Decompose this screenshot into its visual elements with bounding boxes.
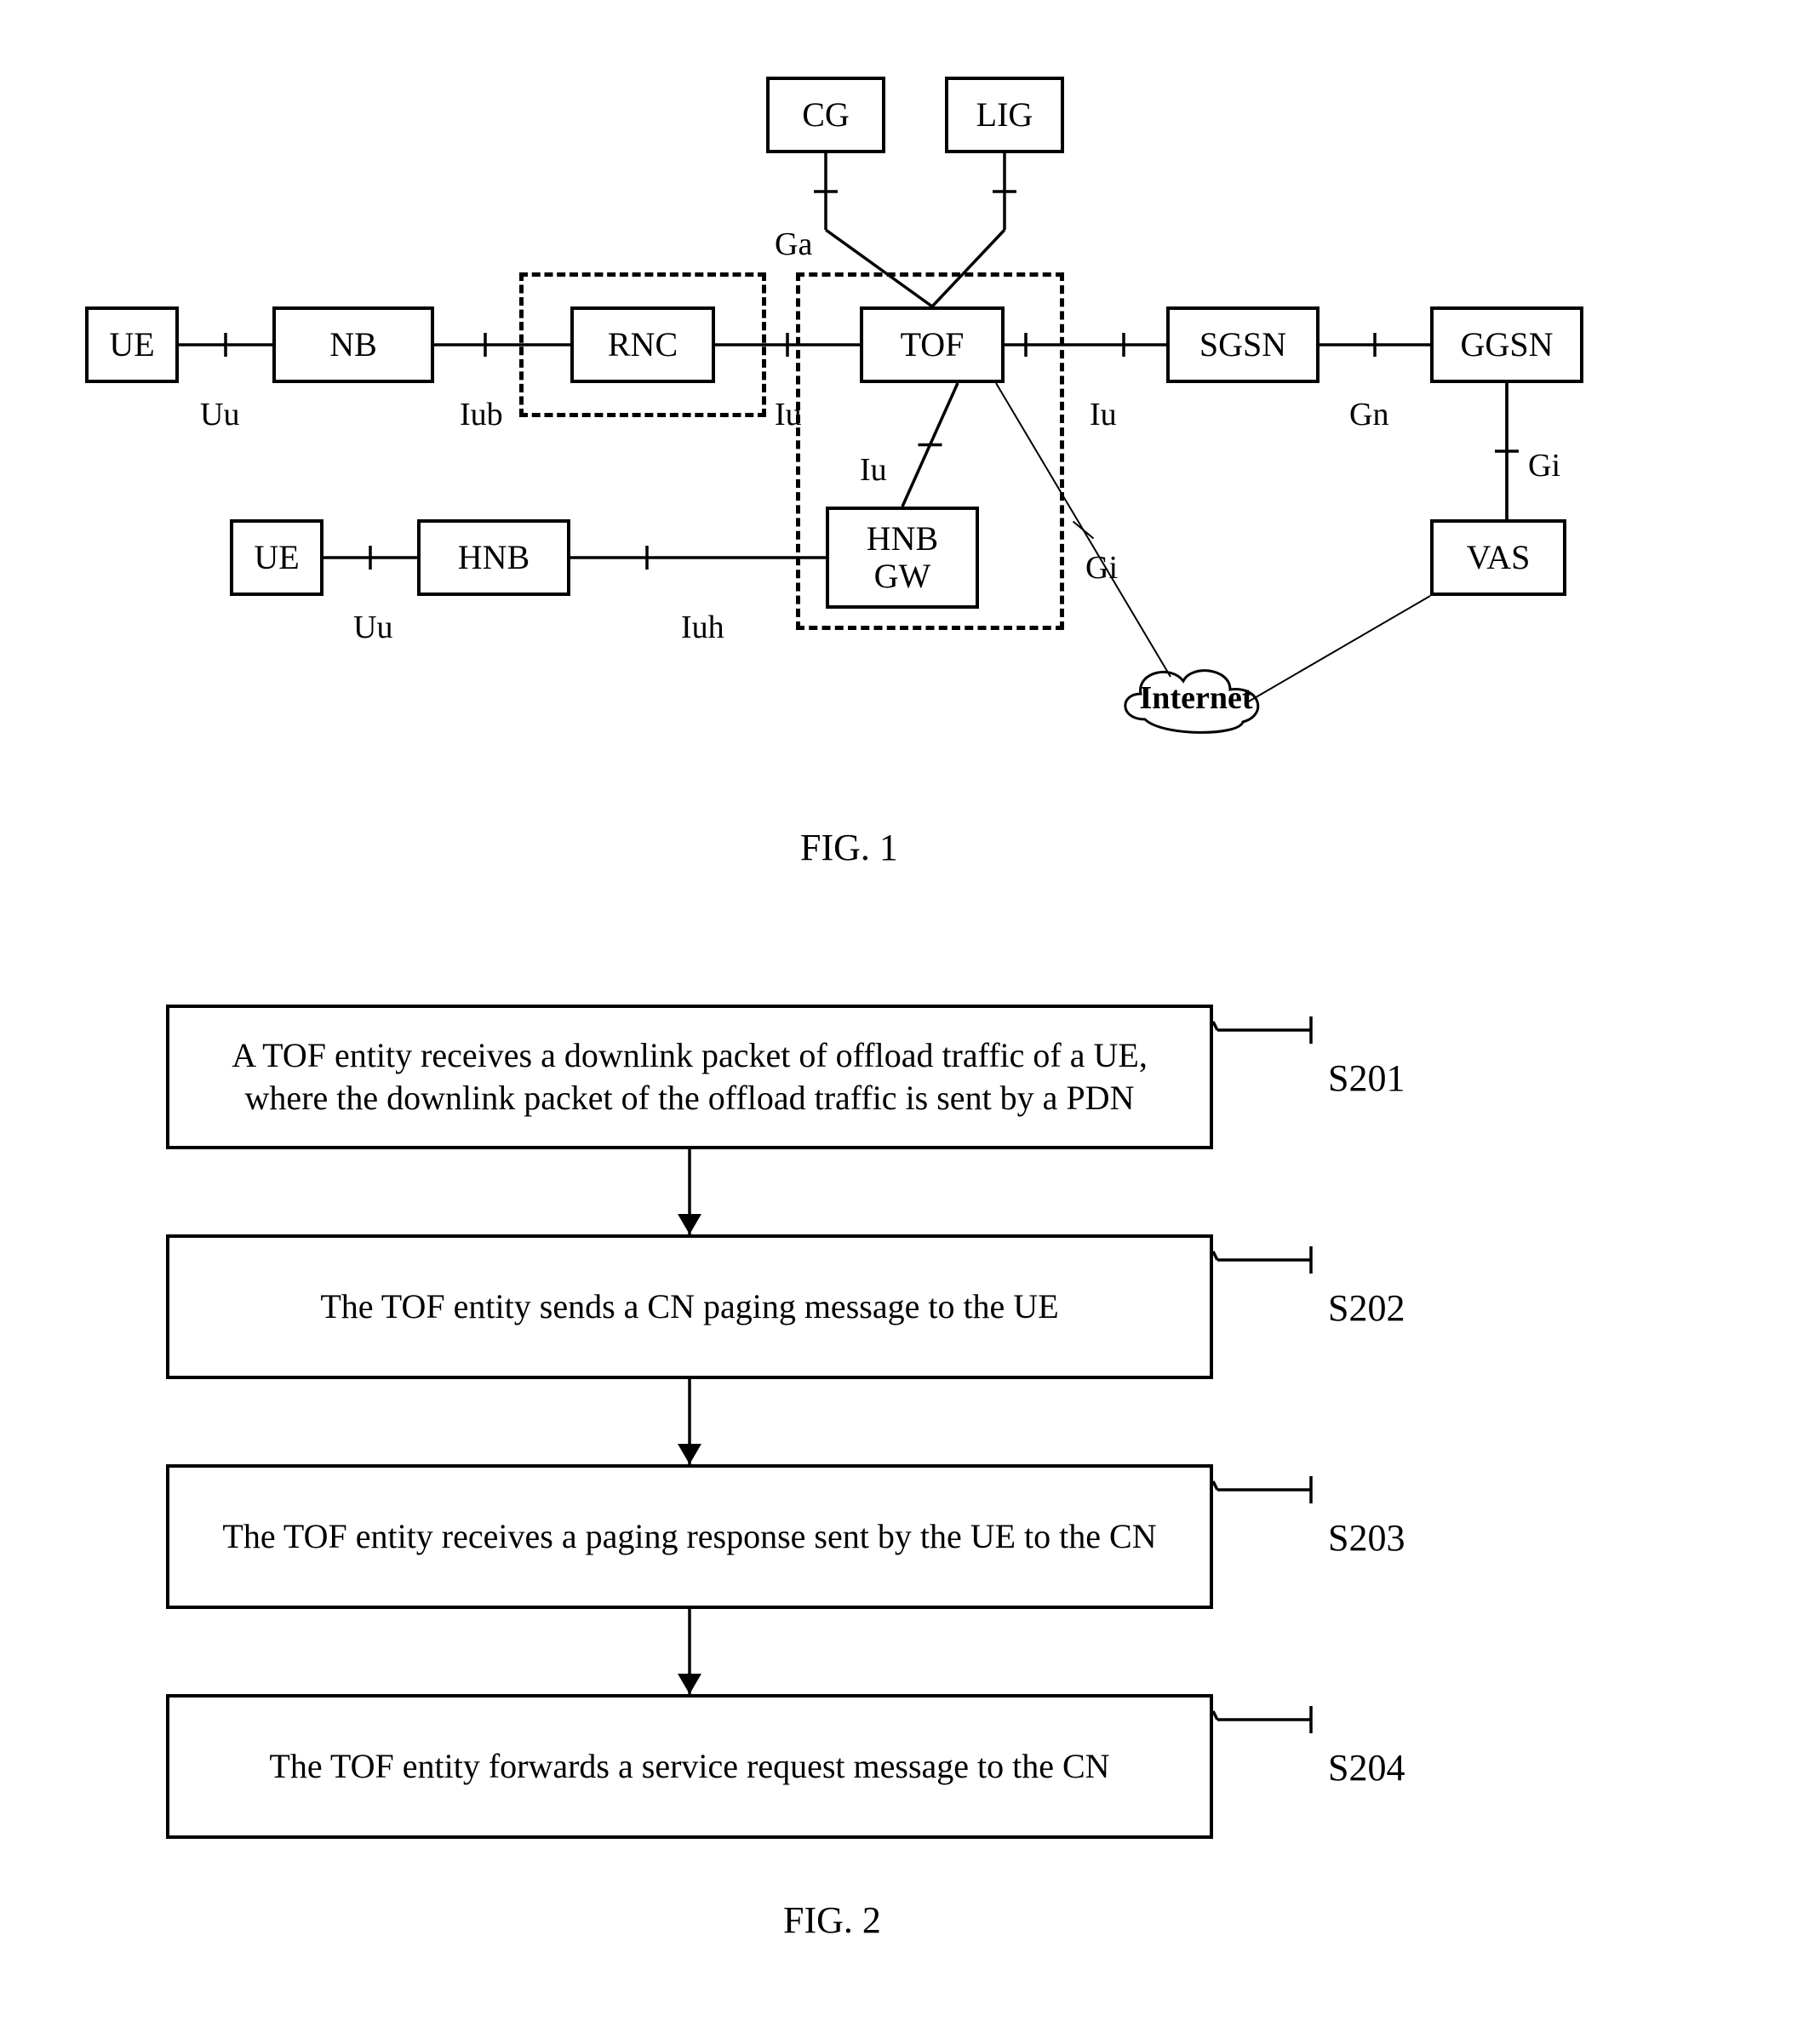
node-label: CG bbox=[802, 96, 850, 134]
node-hnb-gw: HNB GW bbox=[826, 507, 979, 609]
flow-step-3: The TOF entity receives a paging respons… bbox=[166, 1464, 1213, 1609]
step-id-3: S203 bbox=[1328, 1516, 1405, 1560]
if-gi-mid: Gi bbox=[1085, 549, 1118, 587]
if-iu-right: Iu bbox=[1090, 396, 1117, 433]
flow-text: The TOF entity forwards a service reques… bbox=[269, 1745, 1109, 1788]
flow-step-1: A TOF entity receives a downlink packet … bbox=[166, 1005, 1213, 1149]
node-internet: Internet bbox=[1111, 656, 1281, 741]
if-iu-mid: Iu bbox=[775, 396, 802, 433]
node-rnc: RNC bbox=[570, 306, 715, 383]
flow-text: A TOF entity receives a downlink packet … bbox=[195, 1034, 1184, 1119]
if-iuh: Iuh bbox=[681, 609, 724, 646]
node-vas: VAS bbox=[1430, 519, 1566, 596]
if-iu-vert: Iu bbox=[860, 451, 887, 489]
step-id-1: S201 bbox=[1328, 1056, 1405, 1100]
if-gi-top: Gi bbox=[1528, 447, 1560, 484]
node-label: HNB GW bbox=[867, 520, 938, 595]
node-label: LIG bbox=[976, 96, 1033, 134]
node-ue-2: UE bbox=[230, 519, 323, 596]
step-id-4: S204 bbox=[1328, 1746, 1405, 1789]
if-ga: Ga bbox=[775, 226, 812, 263]
flow-step-4: The TOF entity forwards a service reques… bbox=[166, 1694, 1213, 1839]
node-tof: TOF bbox=[860, 306, 1005, 383]
node-label: UE bbox=[109, 326, 154, 364]
if-uu-2: Uu bbox=[353, 609, 392, 646]
node-ggsn: GGSN bbox=[1430, 306, 1583, 383]
fig2-caption: FIG. 2 bbox=[783, 1898, 881, 1942]
node-nb: NB bbox=[272, 306, 434, 383]
node-label: HNB bbox=[458, 539, 530, 576]
fig1-caption: FIG. 1 bbox=[800, 826, 898, 869]
if-iub: Iub bbox=[460, 396, 503, 433]
if-uu-1: Uu bbox=[200, 396, 239, 433]
node-label: RNC bbox=[608, 326, 678, 364]
flow-text: The TOF entity receives a paging respons… bbox=[222, 1515, 1156, 1558]
if-gn: Gn bbox=[1349, 396, 1388, 433]
node-cg: CG bbox=[766, 77, 885, 153]
node-label: TOF bbox=[901, 326, 965, 364]
node-label: SGSN bbox=[1199, 326, 1286, 364]
node-label: VAS bbox=[1467, 539, 1531, 576]
node-sgsn: SGSN bbox=[1166, 306, 1320, 383]
step-id-2: S202 bbox=[1328, 1286, 1405, 1330]
node-label: NB bbox=[329, 326, 377, 364]
node-ue-1: UE bbox=[85, 306, 179, 383]
node-label: UE bbox=[254, 539, 299, 576]
node-hnb: HNB bbox=[417, 519, 570, 596]
node-label: GGSN bbox=[1461, 326, 1554, 364]
flow-text: The TOF entity sends a CN paging message… bbox=[320, 1285, 1058, 1328]
flow-step-2: The TOF entity sends a CN paging message… bbox=[166, 1234, 1213, 1379]
node-label: Internet bbox=[1140, 679, 1253, 717]
node-lig: LIG bbox=[945, 77, 1064, 153]
